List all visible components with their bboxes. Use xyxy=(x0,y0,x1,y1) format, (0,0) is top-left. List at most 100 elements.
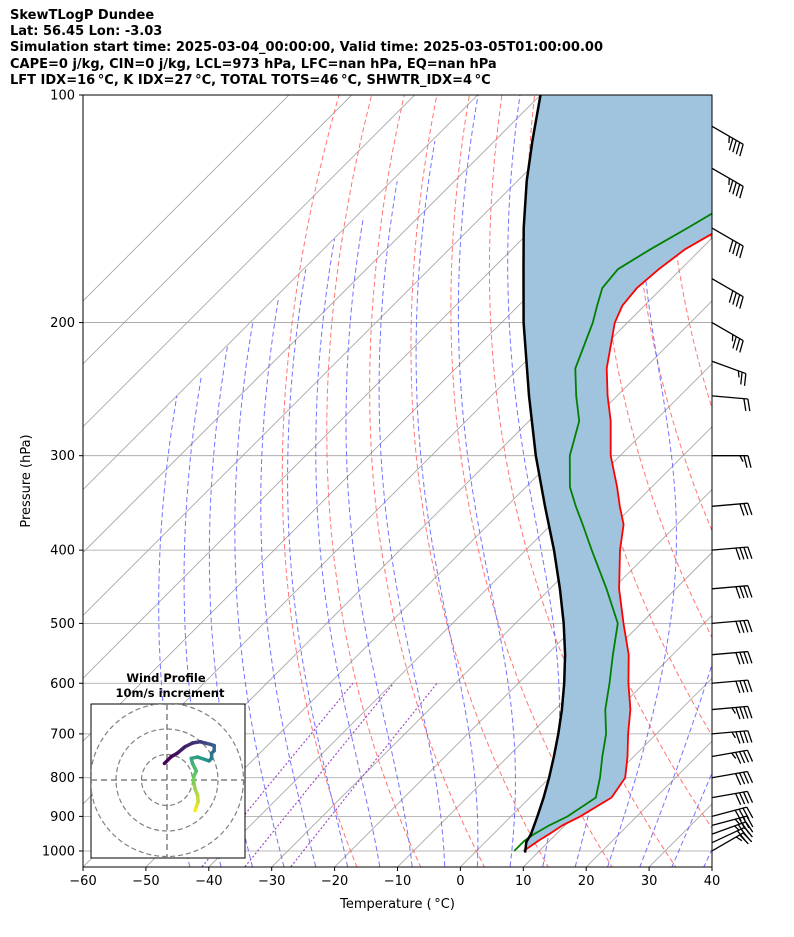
wind-barb-staff xyxy=(711,815,747,827)
wind-barb-staff xyxy=(711,650,748,656)
chart-title: SkewTLogP Dundee xyxy=(10,8,155,23)
wind-barb-feather xyxy=(743,706,749,719)
wind-barb-feather xyxy=(743,620,749,633)
hodograph-area xyxy=(91,704,245,858)
moist-adiabat xyxy=(415,140,479,867)
mixing-ratio-line xyxy=(289,682,438,867)
wind-barb-feather xyxy=(732,182,737,195)
moist-adiabat xyxy=(639,662,712,867)
wind-barb-feather xyxy=(731,707,736,714)
dewpoint-line xyxy=(513,212,712,852)
x-tick-label: −10 xyxy=(384,874,411,889)
moist-adiabat xyxy=(183,375,222,867)
moist-adiabat xyxy=(507,95,560,867)
chart-header: SkewTLogP Dundee Lat: 56.45 Lon: -3.03 S… xyxy=(10,8,603,89)
dry-adiabat xyxy=(281,95,358,867)
isotherm--150 xyxy=(83,95,290,302)
wind-barb-feather xyxy=(728,180,734,193)
moist-adiabat xyxy=(345,216,413,867)
wind-barb-feather xyxy=(747,502,753,516)
wind-barb-feather xyxy=(735,707,741,720)
dry-adiabat xyxy=(597,95,712,639)
indices-line-2: LFT IDX=16 °C, K IDX=27 °C, TOTAL TOTS=4… xyxy=(10,72,491,88)
hodograph-ring xyxy=(115,728,219,832)
hodograph-segment xyxy=(162,755,173,766)
dry-adiabat xyxy=(450,95,613,867)
wind-barb-feather xyxy=(735,243,741,257)
wind-barbs xyxy=(711,125,754,852)
wind-barb-staff xyxy=(711,806,747,818)
y-axis-label: Pressure (hPa) xyxy=(19,434,34,527)
wind-barb-feather xyxy=(735,773,742,786)
wind-barb-feather xyxy=(742,771,750,784)
wind-barb-feather xyxy=(728,239,734,253)
isotherm-20 xyxy=(585,740,712,867)
wind-barb-feather xyxy=(739,186,744,199)
wind-barb-feather xyxy=(735,652,741,665)
wind-barb-feather xyxy=(735,836,743,842)
isotherm--110 xyxy=(83,95,542,554)
mixing-ratio-line xyxy=(243,682,395,867)
wind-barb-feather xyxy=(734,825,740,832)
y-tick-label: 100 xyxy=(50,89,75,104)
wind-barb-feather xyxy=(728,290,734,303)
wind-barb-feather xyxy=(735,338,741,351)
moist-adiabat xyxy=(457,95,516,867)
x-tick-label: −30 xyxy=(258,874,285,889)
wind-barb-staff xyxy=(711,167,744,187)
isotherm--130 xyxy=(83,95,416,428)
wind-barb-feather xyxy=(732,292,737,305)
wind-barb-feather xyxy=(739,652,745,665)
wind-barb-feather xyxy=(747,585,753,598)
moist-adiabat xyxy=(234,322,285,867)
wind-barb-staff xyxy=(711,832,744,852)
wind-barb-feather xyxy=(739,245,744,259)
isotherm-10 xyxy=(522,677,712,867)
wind-barb-staff xyxy=(711,790,748,799)
wind-barb-staff xyxy=(711,821,747,835)
wind-barb-feather xyxy=(736,830,746,841)
wind-barb-feather xyxy=(739,340,744,353)
wind-barb-staff xyxy=(711,227,744,247)
wind-barb-staff xyxy=(711,322,744,342)
wind-barb-feather xyxy=(728,138,734,151)
wind-barb-staff xyxy=(711,730,748,735)
wind-barb-feather xyxy=(735,621,741,634)
wind-barb-feather xyxy=(732,336,737,349)
wind-barb-staff xyxy=(711,360,747,375)
wind-barb-feather xyxy=(746,791,754,803)
wind-barb-feather xyxy=(740,372,743,385)
y-tick-label: 900 xyxy=(50,810,75,825)
wind-barb-feather xyxy=(734,818,741,825)
hodograph-inset xyxy=(90,703,246,859)
wind-barb-feather xyxy=(732,241,737,255)
dry-adiabat xyxy=(631,95,712,532)
wind-barb-staff xyxy=(711,502,748,507)
wind-barb-feather xyxy=(746,806,754,819)
wind-barb-feather xyxy=(747,730,753,743)
dry-adiabat xyxy=(369,95,486,867)
time-line: Simulation start time: 2025-03-04_00:00:… xyxy=(10,40,603,56)
moist-adiabat xyxy=(378,181,446,867)
y-tick-label: 300 xyxy=(50,449,75,464)
wind-barb-feather xyxy=(743,730,749,743)
wind-barb-feather xyxy=(742,791,750,804)
x-tick-label: 30 xyxy=(641,874,658,889)
temperature-line xyxy=(523,232,712,852)
wind-barb-feather xyxy=(746,750,754,762)
wind-barb-staff xyxy=(711,125,744,145)
wind-barb-feather xyxy=(746,771,754,784)
cape-cin-fill xyxy=(523,95,712,853)
wind-barb-feather xyxy=(735,586,741,599)
wind-barb-feather xyxy=(747,706,753,719)
x-tick-label: −60 xyxy=(69,874,96,889)
dry-adiabat xyxy=(562,95,712,737)
x-tick-label: 10 xyxy=(515,874,532,889)
isotherm--20 xyxy=(334,489,712,867)
moist-adiabat xyxy=(606,95,677,867)
x-axis-label: Temperature ( °C) xyxy=(339,897,455,912)
hodograph-subtitle: 10m/s increment xyxy=(116,686,225,700)
isotherm--30 xyxy=(271,426,712,867)
wind-barb-feather xyxy=(735,142,741,155)
